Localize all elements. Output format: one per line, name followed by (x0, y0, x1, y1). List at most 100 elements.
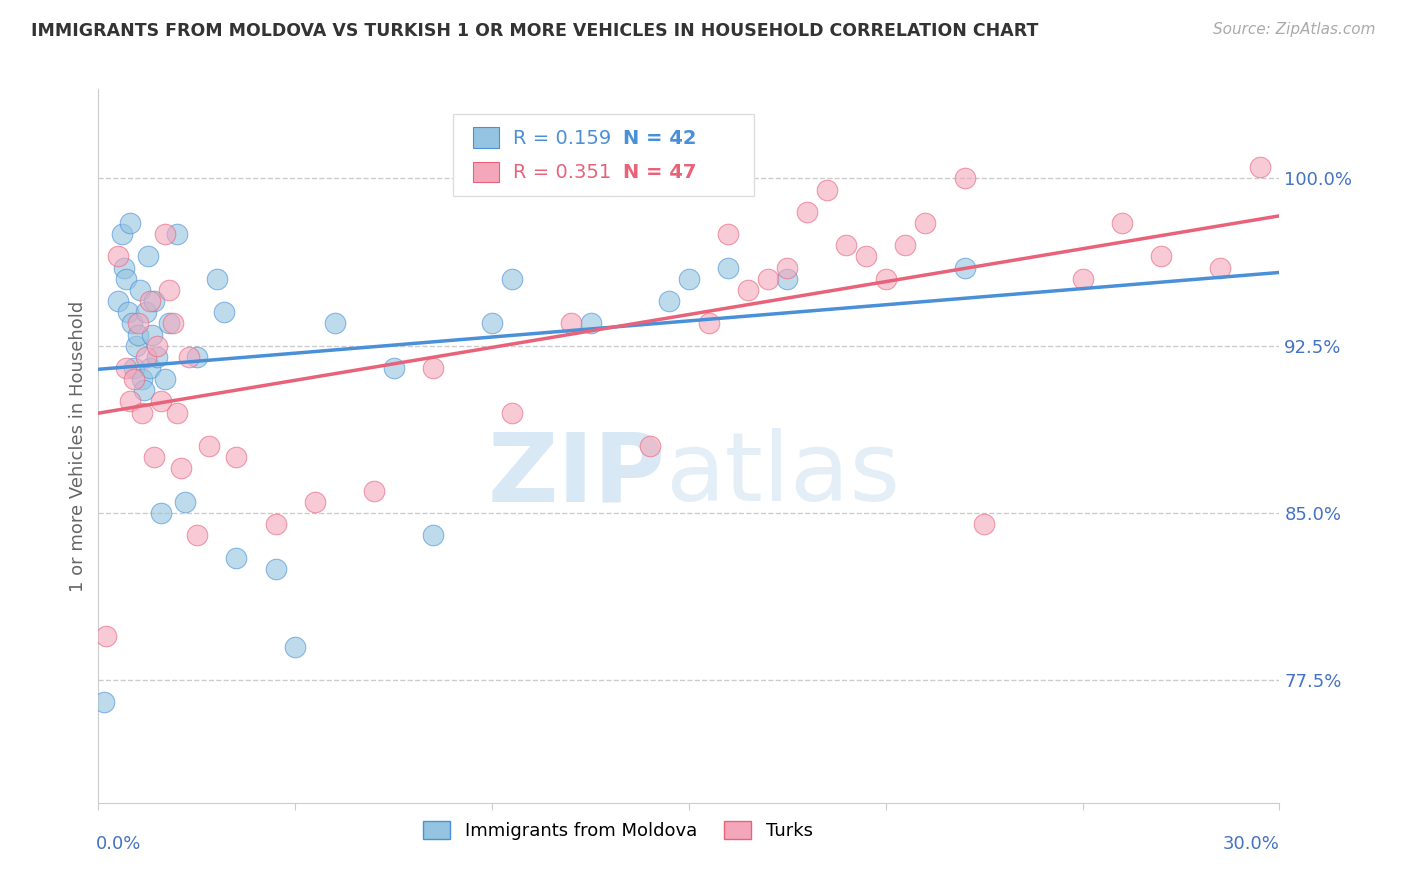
Point (197, 439, 219, 453)
Text: N = 42: N = 42 (623, 129, 696, 148)
Point (118, 216, 141, 230)
Point (138, 293, 160, 308)
Point (796, 204, 818, 219)
Point (112, 260, 135, 275)
Point (127, 327, 149, 342)
Point (141, 327, 163, 342)
Point (205, 271, 228, 285)
Point (638, 439, 661, 453)
Point (162, 317, 184, 331)
Point (264, 516, 287, 531)
Point (146, 350, 169, 364)
Text: atlas: atlas (665, 428, 900, 521)
Point (284, 640, 307, 654)
Point (174, 494, 197, 508)
Point (135, 350, 157, 364)
Point (875, 271, 897, 285)
Text: R = 0.351: R = 0.351 (513, 163, 612, 182)
Point (658, 293, 681, 308)
Point (264, 561, 287, 575)
Point (737, 283, 759, 297)
Point (132, 384, 155, 398)
Point (422, 360, 444, 375)
Point (717, 227, 740, 241)
Point (155, 227, 177, 241)
Text: 30.0%: 30.0% (1223, 835, 1279, 853)
Point (150, 506, 173, 520)
Point (382, 360, 405, 375)
Point (142, 293, 165, 308)
Point (115, 271, 138, 285)
Point (157, 317, 180, 331)
Point (1150, 250, 1173, 264)
Point (131, 372, 153, 386)
Point (177, 350, 200, 364)
Point (678, 271, 700, 285)
Point (225, 450, 247, 464)
Point (146, 338, 169, 352)
Point (422, 528, 444, 542)
Legend: Immigrants from Moldova, Turks: Immigrants from Moldova, Turks (416, 814, 820, 847)
Text: 0.0%: 0.0% (96, 835, 142, 853)
Point (756, 271, 779, 285)
Point (135, 305, 157, 319)
Point (93, 696, 115, 710)
Point (953, 171, 976, 186)
Point (117, 305, 139, 319)
Point (1071, 271, 1094, 285)
Point (118, 394, 141, 409)
Text: N = 47: N = 47 (623, 163, 696, 182)
Point (157, 283, 180, 297)
FancyBboxPatch shape (453, 114, 754, 196)
Bar (472, 161, 499, 182)
Point (697, 317, 720, 331)
Point (186, 528, 208, 542)
Point (815, 182, 838, 196)
Point (835, 238, 858, 252)
Y-axis label: 1 or more Vehicles in Household: 1 or more Vehicles in Household (69, 301, 87, 591)
Point (855, 250, 877, 264)
Point (170, 461, 193, 475)
Point (96, 628, 118, 642)
Text: IMMIGRANTS FROM MOLDOVA VS TURKISH 1 OR MORE VEHICLES IN HOUSEHOLD CORRELATION C: IMMIGRANTS FROM MOLDOVA VS TURKISH 1 OR … (31, 22, 1038, 40)
Point (111, 227, 134, 241)
Point (1209, 260, 1232, 275)
Point (128, 283, 150, 297)
Point (776, 260, 799, 275)
Point (107, 293, 129, 308)
Point (115, 360, 138, 375)
Point (1249, 160, 1271, 174)
Point (894, 238, 917, 252)
Point (131, 405, 153, 419)
Point (122, 360, 145, 375)
Point (127, 317, 149, 331)
Point (122, 372, 145, 386)
Bar (472, 128, 499, 148)
Point (138, 360, 160, 375)
Point (107, 250, 129, 264)
Text: R = 0.159: R = 0.159 (513, 129, 612, 148)
Text: ZIP: ZIP (488, 428, 665, 521)
Point (560, 317, 582, 331)
Point (225, 550, 247, 565)
Point (142, 450, 165, 464)
Point (1111, 216, 1133, 230)
Point (914, 216, 936, 230)
Point (953, 260, 976, 275)
Point (363, 483, 385, 498)
Point (481, 317, 503, 331)
Point (323, 317, 346, 331)
Point (166, 405, 188, 419)
Point (501, 405, 523, 419)
Point (150, 394, 173, 409)
Point (579, 317, 602, 331)
Text: Source: ZipAtlas.com: Source: ZipAtlas.com (1212, 22, 1375, 37)
Point (125, 338, 148, 352)
Point (501, 271, 523, 285)
Point (304, 494, 326, 508)
Point (973, 516, 995, 531)
Point (155, 372, 177, 386)
Point (186, 350, 208, 364)
Point (136, 250, 159, 264)
Point (717, 260, 740, 275)
